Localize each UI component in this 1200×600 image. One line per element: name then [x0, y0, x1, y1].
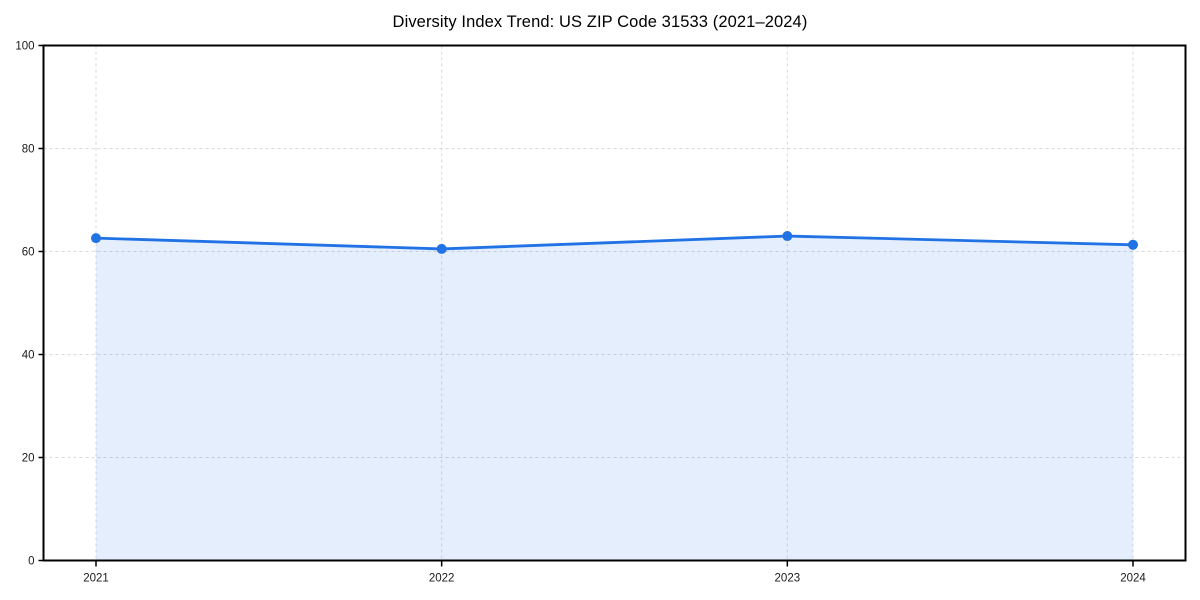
- y-tick-label: 40: [22, 350, 35, 362]
- data-point: [436, 243, 447, 254]
- y-tick-label: 100: [15, 41, 34, 53]
- x-tick-label: 2023: [775, 573, 801, 585]
- y-tick-label: 60: [22, 247, 35, 259]
- y-tick-label: 80: [22, 144, 35, 156]
- y-tick-label: 0: [28, 556, 34, 568]
- area-fill: [96, 236, 1133, 561]
- x-tick-label: 2021: [83, 573, 109, 585]
- chart-title: Diversity Index Trend: US ZIP Code 31533…: [392, 13, 808, 31]
- x-tick-label: 2022: [429, 573, 455, 585]
- data-point: [782, 231, 793, 242]
- x-tick-label: 2024: [1120, 573, 1146, 585]
- trend-line: [94, 234, 1135, 251]
- data-point: [1128, 239, 1138, 250]
- y-tick-label: 20: [22, 453, 35, 465]
- data-point: [91, 233, 101, 244]
- plot-border: [42, 44, 1187, 562]
